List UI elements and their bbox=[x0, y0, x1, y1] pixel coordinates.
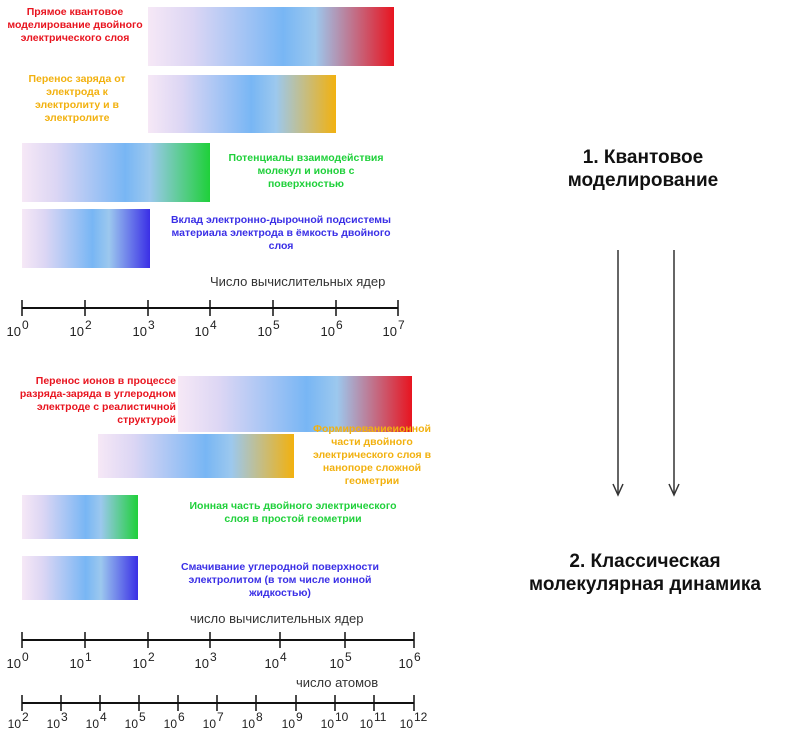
atoms-tick-label: 10 bbox=[321, 717, 335, 731]
atoms-tick-label: 10 bbox=[8, 717, 22, 731]
quantum-bar-electron-hole bbox=[22, 209, 150, 268]
atoms-tick-label: 10 bbox=[47, 717, 61, 731]
quantum-tick-exponent: 6 bbox=[336, 318, 343, 332]
atoms-tick-exponent: 4 bbox=[100, 710, 107, 724]
quantum-tick-exponent: 3 bbox=[148, 318, 155, 332]
cores-tick-exponent: 2 bbox=[148, 650, 155, 664]
quantum-tick-label: 10 bbox=[70, 324, 84, 339]
quantum-tick-label: 10 bbox=[133, 324, 147, 339]
quantum-tick-label: 10 bbox=[195, 324, 209, 339]
quantum-label-electron-hole: Вклад электронно-дырочной подсистемы мат… bbox=[170, 214, 392, 252]
cores-tick-exponent: 0 bbox=[22, 650, 29, 664]
cores-tick-exponent: 5 bbox=[345, 650, 352, 664]
cores-tick-label: 10 bbox=[265, 656, 279, 671]
cores-tick-label: 10 bbox=[70, 656, 84, 671]
quantum-tick-exponent: 5 bbox=[273, 318, 280, 332]
quantum-bar-direct-modeling bbox=[148, 7, 394, 66]
quantum-label-interaction-potentials: Потенциалы взаимодействия молекул и ионо… bbox=[228, 152, 384, 190]
classical-section-title: 2. Классическая молекулярная динамика bbox=[529, 551, 761, 595]
atoms-tick-exponent: 2 bbox=[22, 710, 29, 724]
quantum-bar-charge-transfer bbox=[148, 75, 336, 133]
quantum-tick-label: 10 bbox=[383, 324, 397, 339]
classical-atoms-axis-title: число атомов bbox=[296, 675, 379, 690]
quantum-axis-title: Число вычислительных ядер bbox=[210, 274, 386, 289]
atoms-tick-label: 10 bbox=[203, 717, 217, 731]
atoms-tick-label: 10 bbox=[360, 717, 374, 731]
classical-label-ion-transfer: Перенос ионов в процессе разряда-заряда … bbox=[19, 375, 176, 426]
quantum-bar-interaction-potentials bbox=[22, 143, 210, 202]
atoms-tick-label: 10 bbox=[125, 717, 139, 731]
atoms-tick-label: 10 bbox=[400, 717, 414, 731]
atoms-tick-exponent: 9 bbox=[296, 710, 303, 724]
cores-tick-exponent: 1 bbox=[85, 650, 92, 664]
quantum-label-charge-transfer: Перенос заряда от электрода к электролит… bbox=[28, 73, 126, 124]
atoms-tick-label: 10 bbox=[164, 717, 178, 731]
cores-tick-exponent: 6 bbox=[414, 650, 421, 664]
quantum-section-title: 1. Квантовое моделирование bbox=[567, 147, 719, 191]
atoms-tick-label: 10 bbox=[282, 717, 296, 731]
classical-label-simple-geometry: Ионная часть двойного электрического сло… bbox=[189, 500, 397, 525]
cores-tick-label: 10 bbox=[330, 656, 344, 671]
atoms-tick-label: 10 bbox=[242, 717, 256, 731]
classical-cores-axis-title: число вычислительных ядер bbox=[190, 611, 364, 626]
atoms-tick-exponent: 6 bbox=[178, 710, 185, 724]
atoms-tick-exponent: 10 bbox=[335, 710, 349, 724]
cores-tick-label: 10 bbox=[195, 656, 209, 671]
classical-bar-nanopore-layer bbox=[98, 434, 294, 478]
quantum-tick-exponent: 4 bbox=[210, 318, 217, 332]
quantum-tick-label: 10 bbox=[7, 324, 21, 339]
classical-bar-simple-geometry bbox=[22, 495, 138, 539]
classical-label-wetting: Смачивание углеродной поверхности электр… bbox=[181, 561, 379, 599]
quantum-tick-exponent: 2 bbox=[85, 318, 92, 332]
atoms-tick-exponent: 3 bbox=[61, 710, 68, 724]
quantum-tick-exponent: 0 bbox=[22, 318, 29, 332]
quantum-tick-label: 10 bbox=[321, 324, 335, 339]
quantum-label-direct-modeling: Прямое квантовое моделирование двойного … bbox=[7, 6, 143, 44]
down-arrow-head bbox=[668, 483, 680, 497]
cores-tick-label: 10 bbox=[7, 656, 21, 671]
cores-tick-label: 10 bbox=[399, 656, 413, 671]
cores-tick-label: 10 bbox=[133, 656, 147, 671]
cores-tick-exponent: 4 bbox=[280, 650, 287, 664]
quantum-tick-label: 10 bbox=[258, 324, 272, 339]
atoms-tick-exponent: 8 bbox=[256, 710, 263, 724]
atoms-tick-label: 10 bbox=[86, 717, 100, 731]
classical-bar-wetting bbox=[22, 556, 138, 600]
classical-label-nanopore-layer: Формированиеионной части двойного электр… bbox=[312, 423, 432, 487]
atoms-tick-exponent: 11 bbox=[374, 710, 387, 724]
classical-bar-ion-transfer bbox=[178, 376, 412, 432]
atoms-tick-exponent: 5 bbox=[139, 710, 146, 724]
atoms-tick-exponent: 7 bbox=[217, 710, 224, 724]
atoms-tick-exponent: 12 bbox=[414, 710, 428, 724]
quantum-tick-exponent: 7 bbox=[398, 318, 405, 332]
down-arrow-head bbox=[612, 483, 624, 497]
cores-tick-exponent: 3 bbox=[210, 650, 217, 664]
